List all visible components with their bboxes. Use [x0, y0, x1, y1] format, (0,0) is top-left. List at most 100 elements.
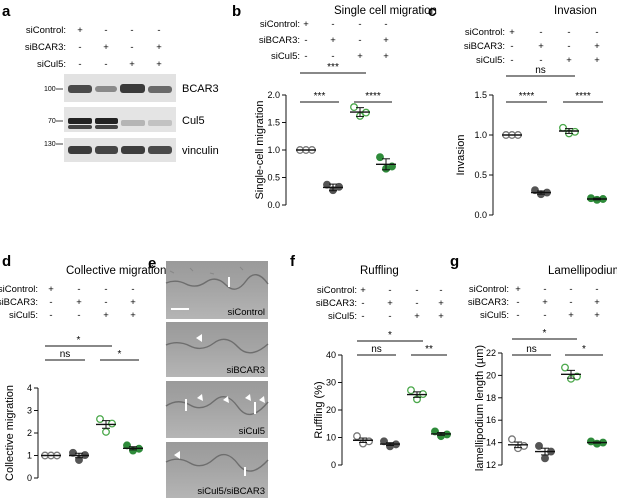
- condition-label-f-3: siCul5:: [328, 311, 357, 322]
- band-bcar3-2: [95, 86, 117, 92]
- pm-f-sicul5-4: +: [438, 311, 444, 322]
- y-tick-label-d-1: 1: [27, 451, 32, 461]
- pm-f-sibcar3-2: +: [387, 298, 393, 309]
- condition-label-sicul5: siCul5:: [37, 59, 66, 70]
- panel-e: e siControl siBCAR3 siCul5 siCul5/siBCAR…: [148, 255, 269, 498]
- y-tick-label-g-0: 12: [486, 460, 496, 470]
- pm-c-sibcar3-1: -: [510, 41, 513, 52]
- band-bcar3-4: [148, 86, 172, 93]
- sig-label-f-1: *: [388, 330, 392, 341]
- condition-label-g-2: siBCAR3:: [468, 297, 509, 308]
- pm-g-sibcar3-2: +: [542, 297, 548, 308]
- arrowhead-icon: [174, 451, 180, 459]
- panel-letter-c: c: [428, 3, 436, 20]
- pm-b-sicontrol-2: -: [331, 19, 334, 30]
- arrowhead-icon: [259, 396, 265, 403]
- y-tick-label-f-3: 30: [326, 378, 336, 388]
- pm-b-sibcar3-2: +: [330, 35, 336, 46]
- pm-g-sicontrol-2: -: [543, 284, 546, 295]
- chart-title-f: Ruffling: [360, 265, 399, 277]
- panel-c: c Invasion siControl: siBCAR3: siCul5: + - - - - +…: [428, 3, 607, 220]
- pm-c-sibcar3-2: +: [538, 41, 544, 52]
- condition-label-g-1: siControl:: [469, 284, 509, 295]
- panel-letter-d: d: [2, 253, 11, 270]
- pm-f-sicul5-1: -: [361, 311, 364, 322]
- y-tick-label-d-2: 2: [27, 428, 32, 438]
- sig-label-f-2: ns: [371, 344, 382, 355]
- sig-label-b-2: ***: [314, 91, 326, 102]
- y-tick-label-b-1: 0.5: [267, 173, 280, 183]
- chart-title-b: Single cell migration: [334, 5, 437, 17]
- pm-c-sicul5-1: -: [510, 55, 513, 66]
- mw-marker-vinculin: 130: [44, 141, 56, 148]
- pm-g-sicul5-2: -: [543, 310, 546, 321]
- pm-g-sicontrol-1: +: [515, 284, 521, 295]
- data-point-c-g3-3: [571, 127, 579, 136]
- pm-a-sicontrol-4: -: [157, 25, 160, 36]
- pm-g-sibcar3-1: -: [516, 297, 519, 308]
- micrograph-sicul5-sibcar3: [166, 442, 268, 498]
- pm-b-sicul5-3: +: [357, 51, 363, 62]
- pm-a-sibcar3-3: -: [130, 42, 133, 53]
- band-vinculin-4: [148, 146, 172, 154]
- y-tick-label-b-2: 1.0: [267, 145, 280, 155]
- chart-title-d: Collective migration: [66, 265, 166, 277]
- pm-a-sicul5-2: -: [104, 59, 107, 70]
- condition-label-d-3: siCul5:: [9, 310, 38, 321]
- pm-b-sicul5-4: +: [383, 51, 389, 62]
- band-cul5-2b: [95, 125, 118, 129]
- data-point-b-g3-1: [350, 103, 358, 112]
- arrowhead-icon: [196, 334, 202, 342]
- y-tick-label-f-0: 0: [331, 460, 336, 470]
- y-tick-label-c-3: 1.5: [474, 90, 487, 100]
- panel-d: d Collective migration siControl: siBCAR3: s…: [0, 253, 166, 483]
- condition-label-b-2: siBCAR3:: [259, 35, 300, 46]
- data-point-g-g2-2: [541, 454, 549, 463]
- pm-a-sicul5-3: +: [129, 59, 135, 70]
- y-axis-label-b: Single-cell migration: [254, 100, 266, 199]
- condition-label-b-3: siCul5:: [271, 51, 300, 62]
- blot-label-bcar3: BCAR3: [182, 83, 219, 95]
- pm-d-sicul5-4: +: [130, 310, 136, 321]
- band-cul5-3: [121, 120, 145, 126]
- band-vinculin-1: [68, 146, 92, 154]
- band-bcar3-1: [68, 85, 92, 93]
- pm-f-sicul5-3: +: [414, 311, 420, 322]
- band-cul5-1b: [68, 125, 92, 129]
- data-point-g-g3-1: [561, 363, 569, 372]
- pm-f-sicontrol-1: +: [360, 285, 366, 296]
- data-point-f-g4-1: [431, 427, 439, 436]
- pm-d-sibcar3-1: -: [49, 297, 52, 308]
- pm-d-sicontrol-1: +: [48, 284, 54, 295]
- arrowhead-icon: [245, 394, 251, 401]
- pm-c-sicontrol-1: +: [509, 27, 515, 38]
- panel-g: g Lamellipodium length siControl: siBCAR3: s…: [450, 253, 617, 471]
- sig-label-c-2: ****: [519, 91, 535, 102]
- pm-g-sicul5-3: +: [568, 310, 574, 321]
- pm-f-sibcar3-4: +: [438, 298, 444, 309]
- sig-label-g-1: *: [543, 328, 547, 339]
- pm-d-sicontrol-3: -: [104, 284, 107, 295]
- sig-label-d-1: *: [77, 335, 81, 346]
- y-tick-label-g-3: 18: [486, 393, 496, 403]
- panel-letter-a: a: [2, 3, 11, 20]
- band-cul5-4: [148, 120, 172, 126]
- condition-label-c-1: siControl:: [465, 27, 505, 38]
- pm-table-a: + - - - - + - + - - + +: [77, 25, 162, 70]
- data-point-f-g1-1: [353, 432, 361, 441]
- y-tick-label-d-4: 4: [27, 383, 32, 393]
- pm-f-sicontrol-3: -: [415, 285, 418, 296]
- pm-f-sicul5-2: -: [388, 311, 391, 322]
- pm-c-sicul5-4: +: [594, 55, 600, 66]
- pm-g-sicontrol-4: -: [595, 284, 598, 295]
- pm-a-sicul5-4: +: [156, 59, 162, 70]
- y-tick-label-g-1: 14: [486, 438, 496, 448]
- y-tick-label-c-1: 0.5: [474, 170, 487, 180]
- y-tick-label-d-0: 0: [27, 473, 32, 483]
- micrograph-sibcar3: [166, 322, 268, 377]
- sig-label-c-1: ns: [535, 65, 546, 76]
- data-point-f-g1-3: [365, 437, 373, 446]
- pm-d-sicontrol-4: -: [131, 284, 134, 295]
